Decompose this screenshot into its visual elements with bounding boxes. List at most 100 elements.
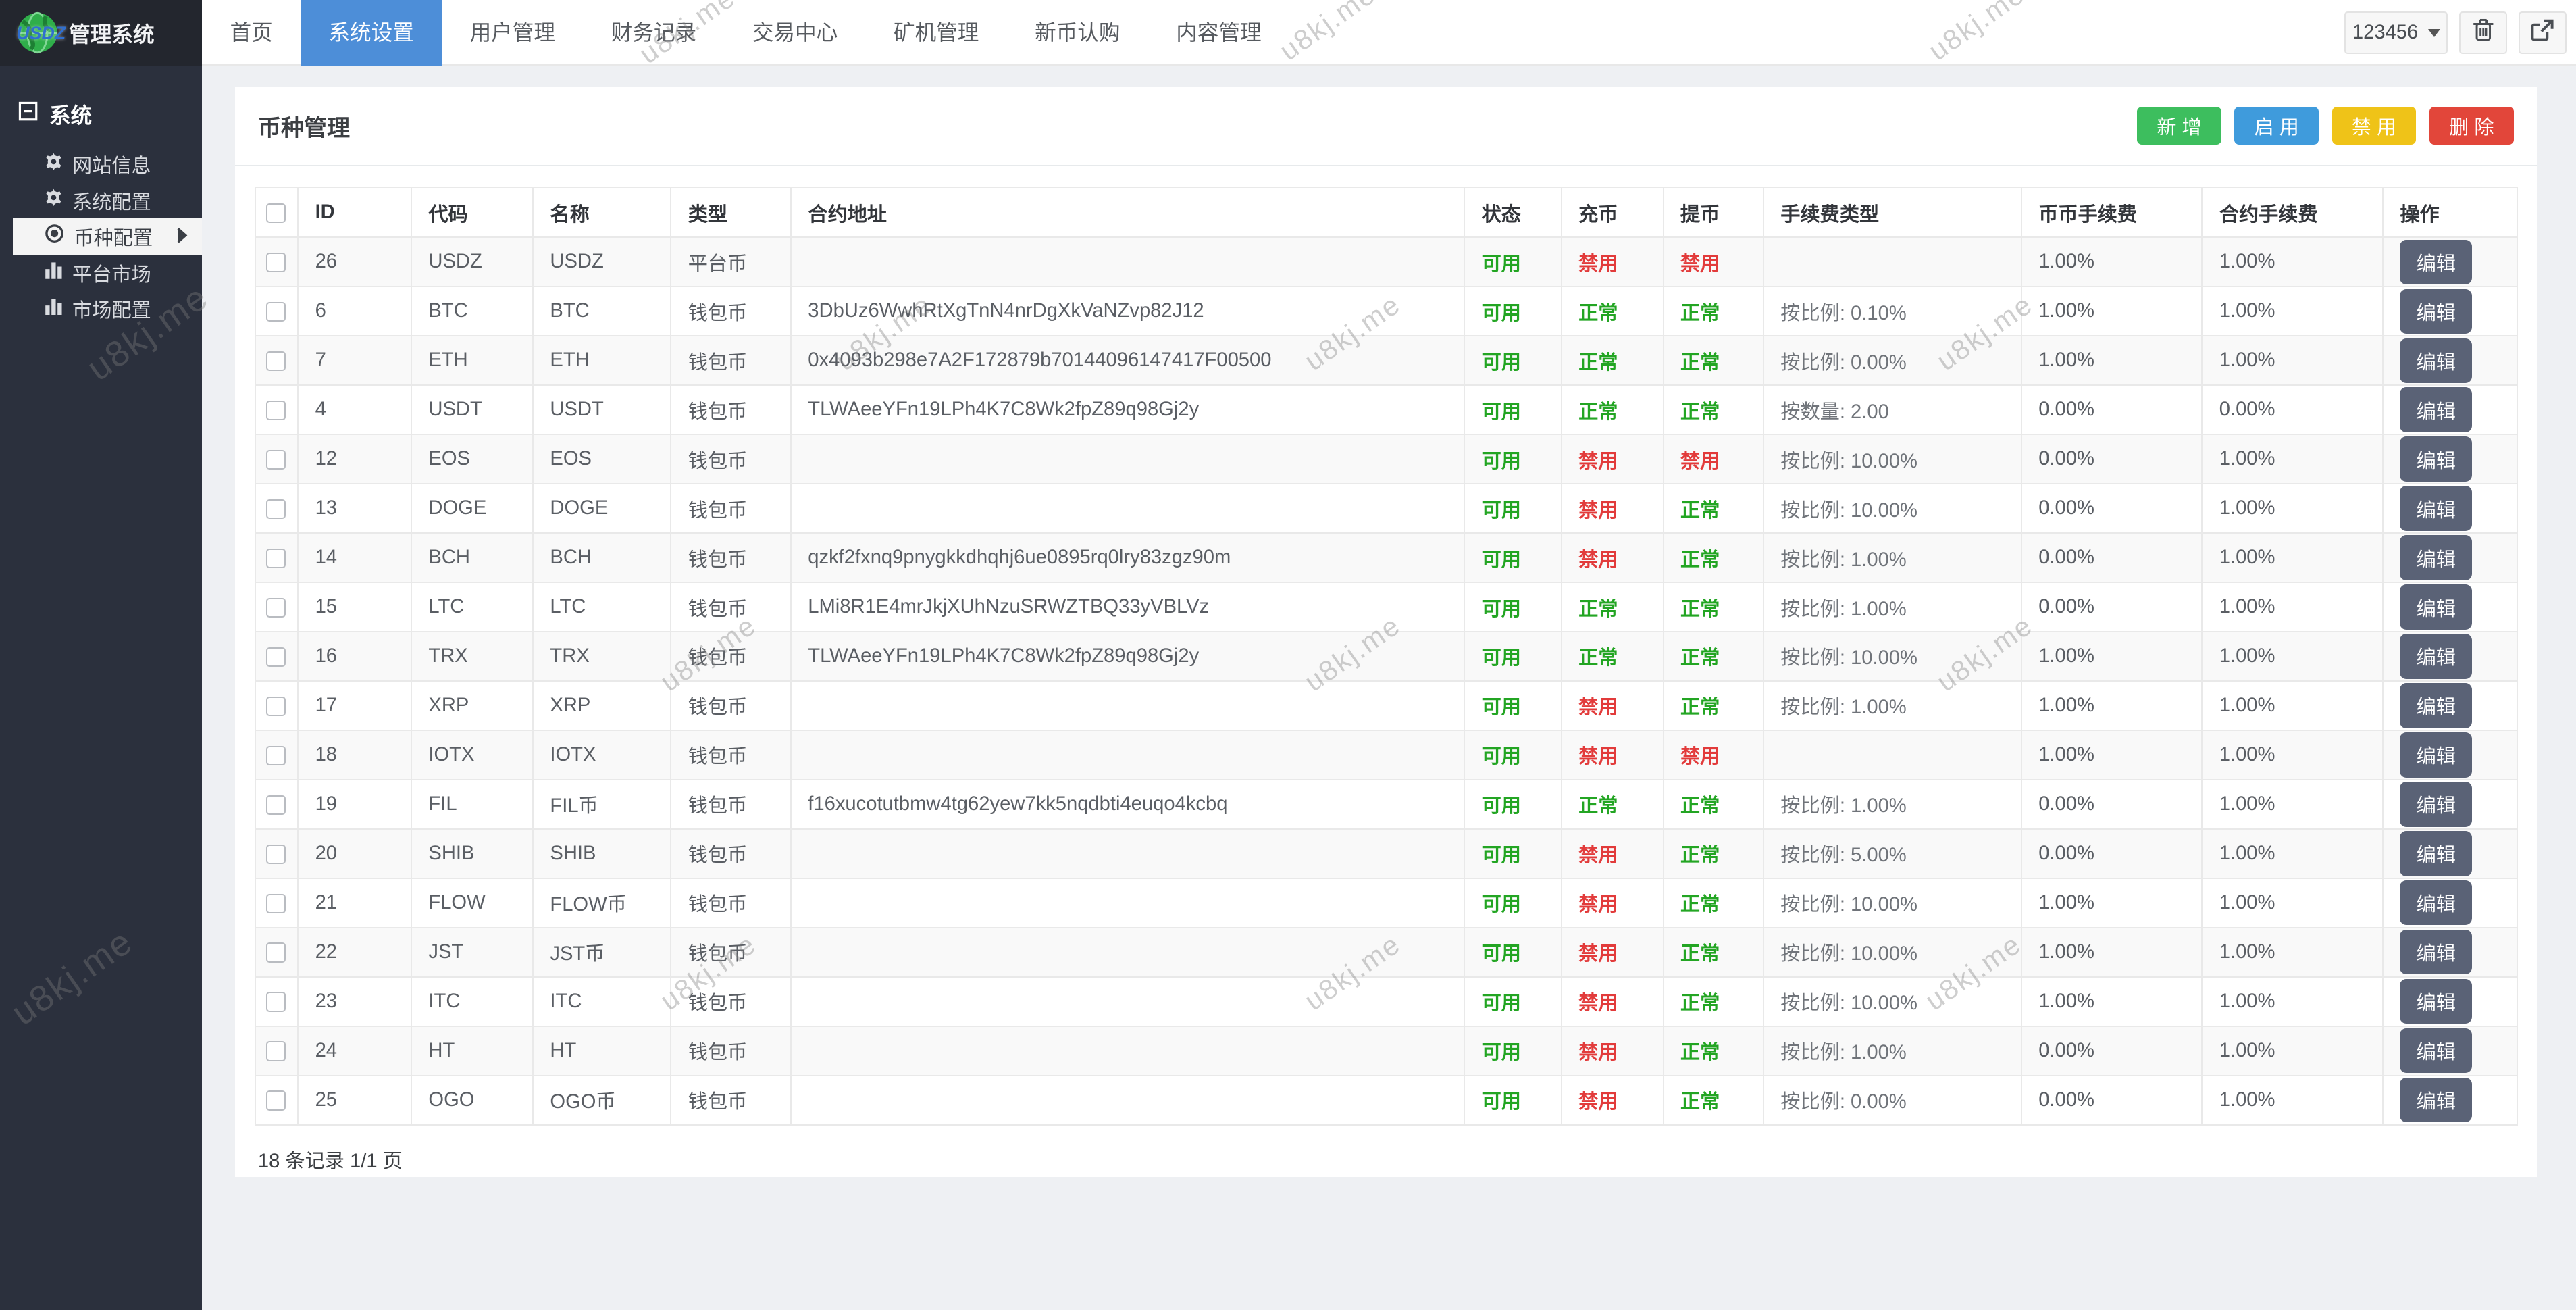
sidebar-item-3[interactable]: 币种配置 [13, 218, 203, 255]
nav-item-1[interactable]: 首页 [230, 20, 273, 45]
row-checkbox[interactable] [265, 942, 286, 963]
select-all-checkbox[interactable] [265, 203, 286, 224]
cell-fee-type: 按数量: 2.00 [1762, 384, 2022, 436]
edit-button[interactable]: 编辑 [2400, 979, 2473, 1024]
user-dropdown[interactable]: 123456 [2344, 11, 2448, 55]
cell-coin-fee: 0.00% [2020, 434, 2203, 485]
nav-item-5[interactable]: 交易中心 [752, 20, 838, 45]
row-checkbox[interactable] [265, 893, 286, 913]
target-icon [45, 224, 64, 249]
sidebar-item-5[interactable]: 市场配置 [0, 291, 202, 327]
page-title: 币种管理 [257, 115, 351, 141]
table-body: 26 USDZ USDZ 平台币 可用 禁用 禁用 1.00% 1.00% 编辑 6 BTC BTC 钱包… [255, 236, 2519, 1126]
nav-item-2[interactable]: 系统设置 [301, 0, 442, 66]
row-checkbox[interactable] [265, 1041, 286, 1061]
edit-button[interactable]: 编辑 [2400, 584, 2473, 630]
edit-button[interactable]: 编辑 [2400, 930, 2473, 975]
row-checkbox[interactable] [265, 301, 286, 322]
withdraw-status: 正常 [1680, 302, 1720, 324]
cell-coin-fee: 1.00% [2020, 630, 2203, 682]
cell-name: BCH [532, 532, 672, 584]
edit-button[interactable]: 编辑 [2400, 1028, 2473, 1074]
row-checkbox[interactable] [265, 844, 286, 864]
row-checkbox[interactable] [265, 351, 286, 372]
cell-coin-fee: 0.00% [2020, 778, 2203, 830]
cell-code: BCH [411, 532, 534, 584]
edit-button[interactable]: 编辑 [2400, 782, 2473, 827]
cell-fee-type: 按比例: 10.00% [1762, 434, 2022, 485]
delete-button[interactable]: 删 除 [2429, 107, 2514, 145]
edit-button[interactable]: 编辑 [2400, 535, 2473, 580]
logout-button[interactable] [2519, 11, 2567, 55]
cell-coin-fee: 0.00% [2020, 1025, 2203, 1076]
deposit-status: 正常 [1578, 302, 1618, 324]
disable-button[interactable]: 禁 用 [2332, 107, 2417, 145]
cell-contract-address: 0x4093b298e7A2F172879b70144096147417F005… [790, 335, 1466, 386]
edit-button[interactable]: 编辑 [2400, 880, 2473, 926]
row-checkbox[interactable] [265, 597, 286, 618]
add-button[interactable]: 新 增 [2137, 107, 2221, 145]
withdraw-status: 正常 [1680, 351, 1720, 374]
row-checkbox[interactable] [265, 252, 286, 273]
edit-button[interactable]: 编辑 [2400, 732, 2473, 778]
row-checkbox[interactable] [265, 745, 286, 765]
table-row: 16 TRX TRX 钱包币 TLWAeeYFn19LPh4K7C8Wk2fpZ89q9… [255, 630, 2519, 682]
nav-item-7[interactable]: 新币认购 [1035, 20, 1120, 45]
row-checkbox[interactable] [265, 1090, 286, 1111]
cell-type: 平台币 [670, 236, 792, 288]
cell-id: 12 [297, 434, 413, 485]
sidebar-item-2[interactable]: 系统配置 [0, 182, 202, 219]
sidebar-item-4[interactable]: 平台市场 [0, 255, 202, 291]
cell-name: ETH [532, 335, 672, 386]
withdraw-status: 正常 [1680, 943, 1720, 965]
row-checkbox[interactable] [265, 795, 286, 815]
row-checkbox[interactable] [265, 400, 286, 421]
edit-button[interactable]: 编辑 [2400, 683, 2473, 728]
deposit-status: 正常 [1578, 401, 1618, 423]
row-checkbox[interactable] [265, 696, 286, 716]
sidebar-section-system[interactable]: 系统 [0, 66, 202, 146]
card-header: 币种管理 新 增启 用禁 用删 除 [234, 87, 2537, 166]
nav-item-3[interactable]: 用户管理 [469, 20, 555, 45]
cell-code: USDT [411, 384, 534, 436]
edit-button[interactable]: 编辑 [2400, 387, 2473, 432]
row-checkbox[interactable] [265, 449, 286, 470]
nav-item-4[interactable]: 财务记录 [611, 20, 697, 45]
sidebar-item-1[interactable]: 网站信息 [0, 146, 202, 182]
cell-contract-address: LMi8R1E4mrJkjXUhNzuSRWZTBQ33yVBLVz [790, 582, 1466, 632]
edit-button[interactable]: 编辑 [2400, 436, 2473, 482]
nav-item-8[interactable]: 内容管理 [1176, 20, 1262, 45]
coin-management-card: 币种管理 新 增启 用禁 用删 除 ID 代码 名称 类型 合约地址 状态 充币 提币 手续费类… [234, 86, 2537, 1177]
row-checkbox[interactable] [265, 992, 286, 1012]
row-checkbox[interactable] [265, 647, 286, 667]
status-badge: 可用 [1481, 253, 1521, 275]
edit-button[interactable]: 编辑 [2400, 338, 2473, 383]
edit-button[interactable]: 编辑 [2400, 288, 2473, 334]
row-checkbox[interactable] [265, 548, 286, 568]
cell-name: SHIB [532, 828, 672, 879]
column-header: 名称 [532, 187, 672, 238]
cell-contract-address [790, 976, 1466, 1027]
cell-contract-fee: 1.00% [2201, 532, 2384, 584]
app-logo: USDZ 管理系统 [0, 0, 203, 66]
cell-fee-type: 按比例: 1.00% [1762, 778, 2022, 830]
chart-icon [45, 297, 63, 321]
card-body: ID 代码 名称 类型 合约地址 状态 充币 提币 手续费类型 币币手续费 合约手续费 操作 26 US… [235, 166, 2537, 1193]
cell-coin-fee: 1.00% [2020, 926, 2203, 978]
edit-button[interactable]: 编辑 [2400, 486, 2473, 531]
edit-button[interactable]: 编辑 [2400, 634, 2473, 679]
enable-button[interactable]: 启 用 [2234, 107, 2319, 145]
cell-name: FIL币 [532, 778, 672, 830]
edit-button[interactable]: 编辑 [2400, 239, 2473, 284]
nav-item-6[interactable]: 矿机管理 [893, 20, 979, 45]
trash-button[interactable] [2459, 11, 2508, 55]
withdraw-status: 正常 [1680, 845, 1720, 867]
cell-code: IOTX [411, 729, 534, 780]
edit-button[interactable]: 编辑 [2400, 1078, 2473, 1123]
table-row: 22 JST JST币 钱包币 可用 禁用 正常 按比例: 10.00% 1.00% 1.00% 编… [255, 926, 2519, 978]
row-checkbox[interactable] [265, 499, 286, 519]
logout-icon [2531, 18, 2554, 48]
edit-button[interactable]: 编辑 [2400, 831, 2473, 876]
cell-type: 钱包币 [670, 877, 792, 928]
deposit-status: 禁用 [1578, 549, 1618, 571]
